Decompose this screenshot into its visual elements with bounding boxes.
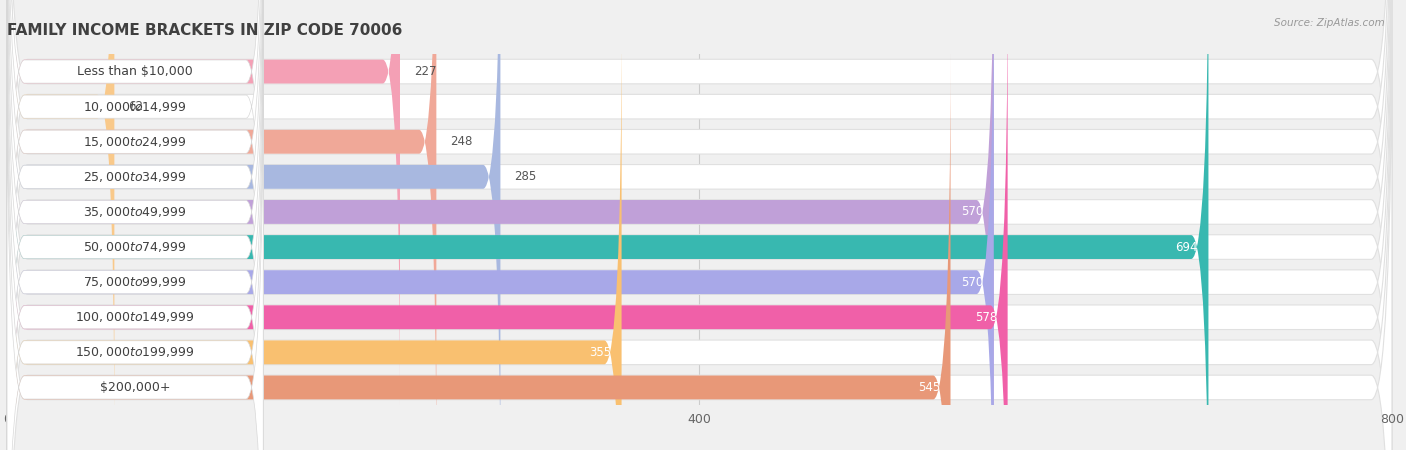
FancyBboxPatch shape bbox=[7, 0, 1392, 450]
Text: 355: 355 bbox=[589, 346, 612, 359]
Text: $25,000 to $34,999: $25,000 to $34,999 bbox=[83, 170, 187, 184]
FancyBboxPatch shape bbox=[7, 0, 994, 450]
FancyBboxPatch shape bbox=[7, 0, 263, 411]
FancyBboxPatch shape bbox=[7, 0, 263, 450]
FancyBboxPatch shape bbox=[7, 14, 621, 450]
Text: 570: 570 bbox=[962, 206, 983, 218]
FancyBboxPatch shape bbox=[7, 0, 263, 450]
Text: $200,000+: $200,000+ bbox=[100, 381, 170, 394]
Text: Less than $10,000: Less than $10,000 bbox=[77, 65, 193, 78]
FancyBboxPatch shape bbox=[7, 0, 436, 450]
Text: 248: 248 bbox=[450, 135, 472, 148]
Text: $35,000 to $49,999: $35,000 to $49,999 bbox=[83, 205, 187, 219]
Text: 545: 545 bbox=[918, 381, 941, 394]
FancyBboxPatch shape bbox=[7, 0, 994, 450]
Text: 578: 578 bbox=[974, 311, 997, 324]
Text: $10,000 to $14,999: $10,000 to $14,999 bbox=[83, 99, 187, 114]
Text: 570: 570 bbox=[962, 276, 983, 288]
FancyBboxPatch shape bbox=[7, 0, 1392, 450]
FancyBboxPatch shape bbox=[7, 0, 1392, 450]
FancyBboxPatch shape bbox=[7, 0, 501, 450]
FancyBboxPatch shape bbox=[7, 0, 1392, 450]
Text: $15,000 to $24,999: $15,000 to $24,999 bbox=[83, 135, 187, 149]
FancyBboxPatch shape bbox=[7, 0, 1392, 450]
Text: $50,000 to $74,999: $50,000 to $74,999 bbox=[83, 240, 187, 254]
FancyBboxPatch shape bbox=[7, 13, 263, 450]
FancyBboxPatch shape bbox=[7, 0, 1392, 450]
FancyBboxPatch shape bbox=[7, 0, 1392, 450]
FancyBboxPatch shape bbox=[7, 48, 263, 450]
FancyBboxPatch shape bbox=[7, 0, 263, 450]
Text: $75,000 to $99,999: $75,000 to $99,999 bbox=[83, 275, 187, 289]
FancyBboxPatch shape bbox=[7, 0, 1392, 450]
FancyBboxPatch shape bbox=[7, 0, 263, 446]
Text: 62: 62 bbox=[128, 100, 143, 113]
FancyBboxPatch shape bbox=[7, 0, 1392, 450]
FancyBboxPatch shape bbox=[7, 0, 1208, 450]
FancyBboxPatch shape bbox=[7, 0, 399, 410]
FancyBboxPatch shape bbox=[7, 0, 263, 450]
FancyBboxPatch shape bbox=[7, 0, 1392, 450]
Text: FAMILY INCOME BRACKETS IN ZIP CODE 70006: FAMILY INCOME BRACKETS IN ZIP CODE 70006 bbox=[7, 22, 402, 37]
FancyBboxPatch shape bbox=[7, 0, 114, 446]
Text: 694: 694 bbox=[1175, 241, 1198, 253]
Text: $100,000 to $149,999: $100,000 to $149,999 bbox=[76, 310, 195, 324]
FancyBboxPatch shape bbox=[7, 0, 1008, 450]
FancyBboxPatch shape bbox=[7, 0, 263, 450]
Text: $150,000 to $199,999: $150,000 to $199,999 bbox=[76, 345, 195, 360]
FancyBboxPatch shape bbox=[7, 49, 950, 450]
FancyBboxPatch shape bbox=[7, 0, 263, 450]
Text: 227: 227 bbox=[413, 65, 436, 78]
Text: Source: ZipAtlas.com: Source: ZipAtlas.com bbox=[1274, 18, 1385, 28]
Text: 285: 285 bbox=[515, 171, 537, 183]
